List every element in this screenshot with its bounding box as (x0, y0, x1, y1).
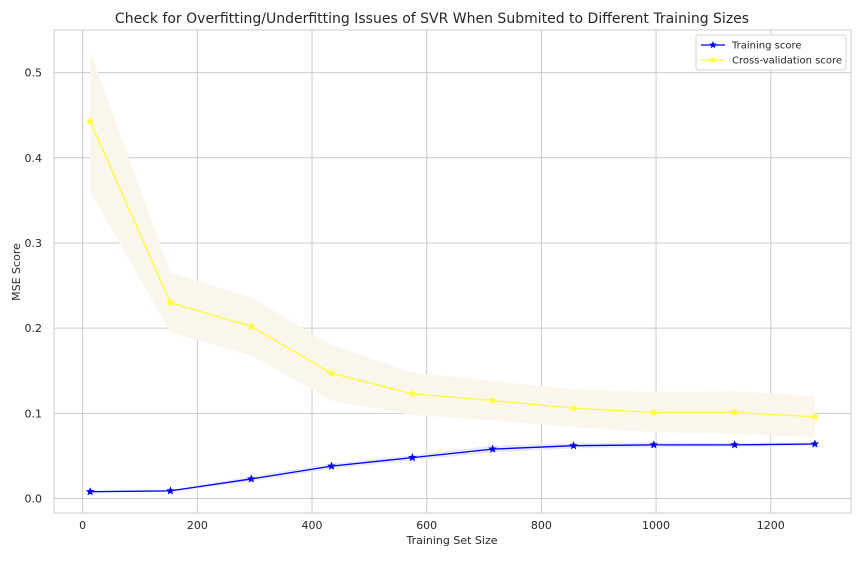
y-tick-label: 0.0 (25, 493, 43, 506)
training-point (569, 440, 578, 450)
cv-point (246, 321, 256, 331)
series-markers (85, 116, 820, 496)
training-point (327, 461, 336, 470)
x-tick-label: 200 (187, 519, 208, 532)
y-tick-labels: 0.0 0.1 0.2 0.3 0.4 0.5 (25, 67, 43, 506)
cv-point (165, 297, 175, 307)
training-series-line (90, 443, 815, 493)
training-confidence-band (90, 442, 815, 493)
chart-title: Check for Overfitting/Underfitting Issue… (115, 11, 749, 27)
y-tick-label: 0.1 (25, 407, 43, 420)
plot-area (54, 30, 851, 513)
legend: Training score Cross-validation score (695, 34, 847, 71)
x-tick-labels: 0 200 400 600 800 1000 1200 (79, 519, 785, 532)
cv-confidence-band (90, 51, 815, 438)
training-point (488, 444, 498, 453)
legend-cv-marker (708, 55, 718, 64)
y-tick-label: 0.5 (25, 67, 43, 80)
training-point (165, 486, 175, 495)
cv-point (810, 412, 820, 421)
x-tick-label: 0 (79, 519, 86, 532)
y-tick-label: 0.4 (25, 152, 43, 165)
training-point (649, 440, 659, 449)
x-tick-label: 800 (531, 519, 552, 532)
legend-training-label: Training score (731, 41, 802, 52)
cv-point (407, 389, 417, 398)
x-tick-label: 600 (416, 519, 437, 532)
training-point (85, 486, 95, 496)
legend-box (695, 34, 847, 71)
plot-frame (53, 29, 852, 514)
y-tick-label: 0.2 (25, 322, 43, 335)
cv-point (85, 116, 95, 125)
cv-series-line (89, 120, 815, 418)
series-lines (89, 120, 815, 493)
legend-cv-label: Cross-validation score (732, 56, 842, 67)
training-point (810, 439, 820, 448)
confidence-bands (90, 51, 815, 493)
y-axis-label: MSE Score (10, 243, 23, 301)
cv-point (569, 403, 578, 413)
cv-point (327, 368, 336, 378)
cv-point (649, 407, 659, 417)
x-tick-label: 1200 (757, 519, 785, 532)
training-point (407, 452, 417, 462)
training-point (246, 474, 256, 483)
training-point (730, 440, 740, 449)
x-tick-label: 1000 (642, 519, 670, 532)
legend-training-marker (708, 40, 718, 49)
x-axis-label: Training Set Size (405, 534, 497, 547)
cv-point (730, 407, 740, 417)
y-tick-label: 0.3 (25, 237, 43, 250)
x-tick-label: 400 (302, 519, 323, 532)
cv-point (488, 395, 498, 405)
